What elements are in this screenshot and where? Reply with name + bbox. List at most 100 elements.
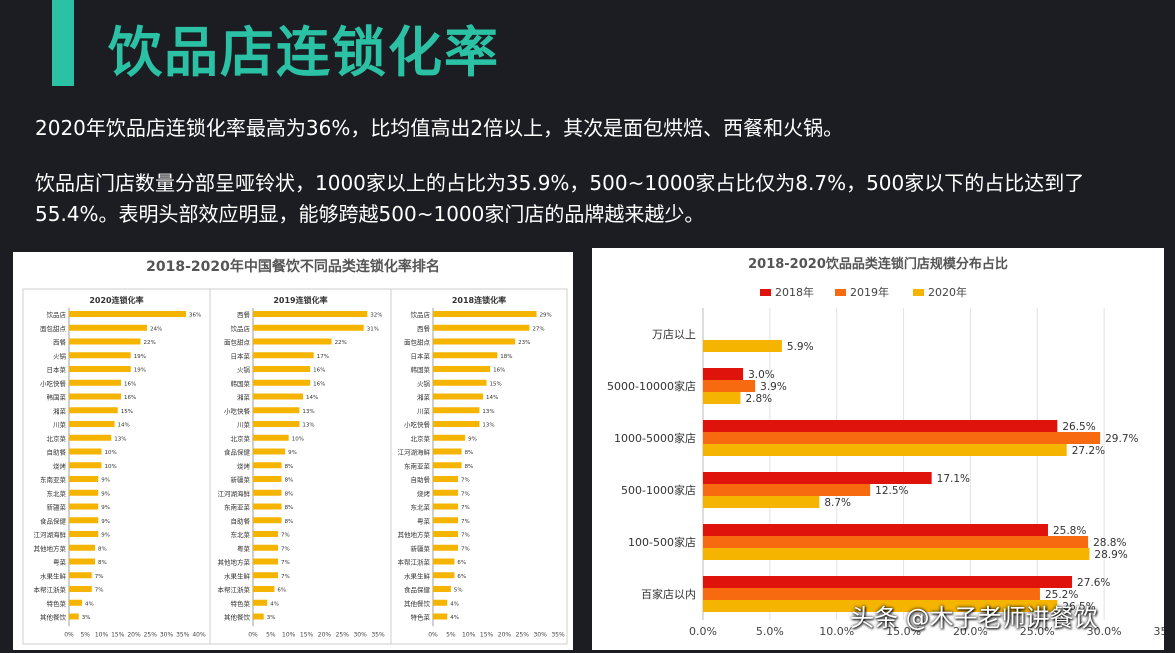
- ranking-value-label: 9%: [101, 533, 110, 539]
- ranking-category-label: 新疆菜: [47, 503, 67, 512]
- ranking-value-label: 22%: [335, 340, 347, 346]
- ranking-value-label: 16%: [124, 381, 136, 387]
- x-tick-label: 30.0%: [1087, 625, 1122, 638]
- data-label: 25.8%: [1053, 525, 1086, 537]
- ranking-category-label: 小吃快餐: [404, 420, 431, 429]
- ranking-bar: [433, 366, 491, 372]
- ranking-category-label: 北京菜: [231, 434, 251, 443]
- ranking-category-label: 自助餐: [47, 448, 67, 457]
- ranking-value-label: 16%: [313, 381, 325, 387]
- ranking-bar: [433, 544, 458, 551]
- ranking-category-label: 火锅: [417, 379, 431, 388]
- ranking-value-label: 24%: [150, 326, 162, 332]
- data-label: 26.5%: [1062, 421, 1095, 433]
- category-label: 5000-10000家店: [607, 379, 696, 393]
- ranking-bar: [253, 599, 268, 606]
- ranking-value-label: 13%: [482, 409, 494, 415]
- series-bar: [703, 576, 1073, 588]
- ranking-value-label: 7%: [281, 546, 290, 552]
- ranking-category-label: 江河湖海鲜: [34, 530, 67, 539]
- ranking-category-label: 新疆菜: [411, 544, 431, 553]
- ranking-category-label: 其他餐饮: [404, 599, 431, 608]
- series-bar: [703, 392, 741, 404]
- category-label: 100-500家店: [628, 535, 696, 549]
- ranking-category-label: 火锅: [237, 365, 251, 374]
- ranking-value-label: 15%: [121, 409, 133, 415]
- ranking-x-tick: 35%: [551, 631, 565, 638]
- ranking-x-tick: 20%: [318, 631, 332, 638]
- ranking-bar: [433, 462, 462, 469]
- ranking-bar: [69, 572, 92, 579]
- ranking-value-label: 8%: [98, 546, 107, 552]
- ranking-value-label: 4%: [450, 615, 459, 621]
- ranking-category-label: 东南亚菜: [224, 503, 251, 512]
- ranking-value-label: 19%: [134, 354, 146, 360]
- ranking-value-label: 19%: [134, 368, 146, 374]
- ranking-value-label: 7%: [95, 574, 104, 580]
- ranking-bar: [253, 476, 282, 482]
- ranking-bar: [69, 352, 131, 359]
- data-label: 26.5%: [1062, 601, 1095, 613]
- ranking-value-label: 7%: [461, 519, 470, 525]
- x-tick-label: 15.0%: [886, 625, 921, 638]
- store-scale-distribution-svg: 2018-2020饮品品类连锁门店规模分布占比 2018年 2019年 2020年 0.…: [607, 256, 1175, 638]
- series-bar: [703, 340, 782, 352]
- ranking-category-label: 其他餐饮: [40, 613, 67, 622]
- ranking-category-label: 韩国菜: [231, 379, 251, 388]
- ranking-value-label: 8%: [285, 478, 294, 484]
- ranking-category-label: 新疆菜: [231, 475, 251, 484]
- ranking-value-label: 14%: [118, 423, 130, 429]
- ranking-category-label: 江河湖海鲜: [398, 448, 431, 457]
- ranking-bar: [433, 448, 462, 455]
- ranking-x-tick: 5%: [266, 631, 276, 638]
- ranking-category-label: 其他餐饮: [224, 613, 251, 622]
- ranking-category-label: 水果生鲜: [404, 571, 431, 580]
- data-label: 12.5%: [875, 485, 908, 497]
- x-tick-label: 10.0%: [819, 625, 854, 638]
- ranking-value-label: 6%: [457, 560, 466, 566]
- ranking-category-label: 韩国菜: [411, 365, 431, 374]
- ranking-value-label: 7%: [461, 478, 470, 484]
- ranking-bar: [253, 503, 282, 510]
- ranking-bar: [433, 586, 451, 592]
- ranking-bar: [253, 338, 332, 345]
- data-label: 27.6%: [1077, 577, 1110, 589]
- ranking-category-label: 湘菜: [237, 393, 251, 402]
- ranking-bar: [253, 558, 278, 565]
- ranking-value-label: 16%: [493, 368, 505, 374]
- ranking-category-label: 北京菜: [47, 434, 67, 443]
- ranking-value-label: 32%: [370, 313, 382, 319]
- ranking-category-label: 东北菜: [47, 489, 67, 498]
- ranking-x-tick: 5%: [446, 631, 456, 638]
- ranking-bar: [253, 311, 368, 317]
- ranking-x-tick: 25%: [516, 631, 530, 638]
- ranking-category-label: 东北菜: [411, 503, 431, 512]
- ranking-category-label: 北京菜: [411, 434, 431, 443]
- ranking-category-label: 自助餐: [231, 516, 251, 525]
- ranking-value-label: 7%: [461, 505, 470, 511]
- page-title: 饮品店连锁化率: [108, 21, 500, 84]
- ranking-value-label: 4%: [85, 601, 94, 607]
- ranking-category-label: 特色菜: [411, 613, 431, 622]
- ranking-x-tick: 15%: [480, 631, 494, 638]
- ranking-x-tick: 15%: [111, 631, 125, 638]
- ranking-category-label: 东南亚菜: [404, 461, 431, 470]
- ranking-bar: [253, 393, 303, 400]
- ranking-x-tick: 25%: [144, 631, 158, 638]
- ranking-x-tick: 35%: [371, 631, 385, 638]
- ranking-bar: [69, 324, 147, 331]
- ranking-category-label: 饮品店: [47, 310, 67, 319]
- ranking-bar: [253, 352, 314, 359]
- ranking-value-label: 22%: [144, 340, 156, 346]
- ranking-value-label: 7%: [461, 546, 470, 552]
- series-bar: [703, 380, 756, 392]
- ranking-value-label: 36%: [189, 313, 201, 319]
- ranking-bar: [433, 434, 466, 441]
- ranking-value-label: 31%: [367, 326, 379, 332]
- ranking-bar: [69, 434, 112, 441]
- ranking-value-label: 27%: [532, 326, 544, 332]
- ranking-value-label: 8%: [465, 450, 474, 456]
- ranking-value-label: 10%: [105, 450, 117, 456]
- ranking-bar: [69, 531, 99, 537]
- x-tick-label: 0.0%: [689, 625, 717, 638]
